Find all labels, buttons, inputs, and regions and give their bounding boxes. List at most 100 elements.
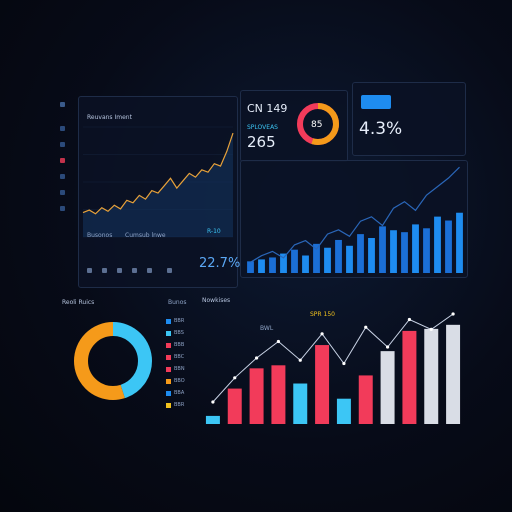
bar	[258, 259, 265, 273]
trend-point	[342, 361, 346, 366]
line-chart	[82, 126, 234, 238]
donut-chart	[74, 322, 152, 400]
users-icon[interactable]	[60, 190, 65, 195]
column	[271, 365, 286, 424]
legend-label: BBA	[174, 390, 185, 396]
legend-label: BBR	[174, 402, 185, 408]
legend-label: BBR	[174, 318, 185, 324]
folder-icon[interactable]	[60, 174, 65, 179]
column	[380, 351, 395, 424]
bar-chart	[247, 166, 463, 273]
trend-point	[233, 376, 237, 380]
trend-point	[276, 339, 281, 344]
alert-icon[interactable]	[60, 158, 65, 163]
legend-item: BBO	[166, 378, 196, 386]
line-area	[83, 133, 233, 237]
stat-value: 265	[247, 133, 276, 151]
line-series	[82, 132, 234, 215]
column-panel-title: Nowkises	[202, 297, 231, 304]
legend-item: BBB	[166, 342, 196, 350]
bar	[335, 239, 342, 273]
legend-label: BBS	[174, 330, 184, 336]
legend-item: BBR	[166, 318, 196, 326]
column	[424, 328, 439, 424]
column	[249, 368, 264, 424]
sidebar	[58, 98, 68, 238]
tool-icon[interactable]	[117, 268, 122, 273]
bar	[401, 232, 408, 273]
bar	[324, 247, 331, 273]
panel-tag: R-10	[207, 228, 221, 235]
column	[336, 398, 351, 424]
menu-icon[interactable]	[60, 102, 65, 107]
legend-swatch	[166, 319, 171, 324]
column-tag-2: BWL	[260, 325, 274, 332]
column	[446, 324, 461, 424]
trend-point	[298, 358, 302, 362]
legend-swatch	[166, 355, 171, 360]
column-trend-line	[212, 313, 454, 403]
legend-item: BBA	[166, 390, 196, 398]
legend-item: BBN	[166, 366, 196, 374]
percent-badge[interactable]	[361, 95, 391, 109]
legend-swatch	[166, 343, 171, 348]
trend-point	[211, 400, 215, 404]
stat-label: CN 149	[247, 102, 288, 115]
legend-swatch	[166, 391, 171, 396]
donut-slice	[74, 322, 152, 400]
bar	[368, 238, 375, 273]
bar-chart-panel	[240, 160, 468, 278]
line-chart-panel: Reuvans Iment Busonos Cumsub lnwe R-10 2…	[78, 96, 241, 288]
column-chart-panel: Nowkises SPR 150 BWL	[200, 294, 470, 434]
bar	[269, 257, 276, 273]
tool-icon[interactable]	[102, 268, 107, 273]
legend-label: BBO	[174, 378, 185, 384]
bar	[423, 228, 430, 273]
bar	[291, 249, 298, 273]
panel-value: 22.7%	[199, 256, 241, 271]
percent-value: 4.3%	[359, 119, 403, 139]
legend-item: BBC	[166, 354, 196, 362]
column	[358, 375, 373, 424]
legend-item: BBS	[166, 330, 196, 338]
column-chart	[205, 312, 461, 424]
bar	[412, 224, 419, 273]
stats-card: CN 149 SPLOVEAS 265 85	[240, 90, 348, 162]
donut-panel: Reoli Ruics Bunos BBR BBS BBB BBC BBN BBO BBA B…	[58, 296, 196, 426]
donut-gauge	[297, 103, 339, 145]
tool-icon[interactable]	[87, 268, 92, 273]
stat-sublabel: SPLOVEAS	[247, 124, 278, 131]
bar	[247, 261, 254, 273]
panel-title: Reuvans Iment	[87, 114, 132, 121]
trend-point	[385, 345, 390, 349]
donut-value: 85	[311, 120, 323, 130]
bar	[379, 226, 386, 273]
panel-footer-left: Busonos	[87, 232, 113, 239]
tool-icon[interactable]	[132, 268, 137, 273]
legend-item: BBR	[166, 402, 196, 410]
legend-title: Bunos	[168, 299, 187, 306]
percent-card: 4.3%	[352, 82, 466, 156]
tool-icon[interactable]	[167, 268, 172, 273]
dashboard-icon[interactable]	[60, 126, 65, 131]
legend-swatch	[166, 331, 171, 336]
settings-icon[interactable]	[60, 206, 65, 211]
legend-label: BBC	[174, 354, 185, 360]
legend-label: BBN	[174, 366, 185, 372]
bar	[313, 243, 320, 273]
column	[315, 345, 330, 424]
panel-footer-mid: Cumsub lnwe	[125, 232, 166, 239]
analytics-icon[interactable]	[60, 142, 65, 147]
tool-icon[interactable]	[147, 268, 152, 273]
legend: BBR BBS BBB BBC BBN BBO BBA BBR	[166, 318, 196, 418]
bar	[445, 220, 452, 273]
trend-point	[364, 325, 368, 329]
column	[402, 330, 417, 424]
legend-label: BBB	[174, 342, 185, 348]
bar	[280, 253, 287, 273]
bar	[390, 230, 397, 273]
legend-swatch	[166, 367, 171, 372]
column	[205, 415, 220, 424]
trend-point	[451, 312, 455, 316]
bar	[456, 212, 463, 273]
